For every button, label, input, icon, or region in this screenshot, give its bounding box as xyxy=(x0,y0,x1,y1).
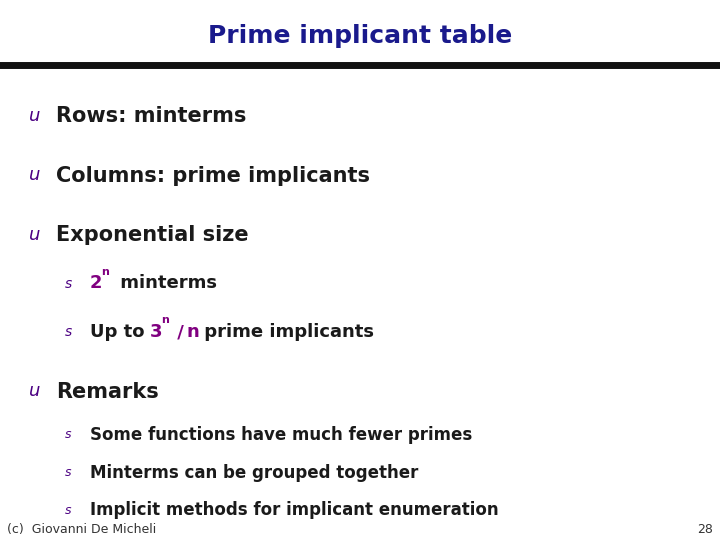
Text: n: n xyxy=(102,267,109,276)
Text: Rows: minterms: Rows: minterms xyxy=(56,106,246,126)
Text: s: s xyxy=(65,276,72,291)
Text: Exponential size: Exponential size xyxy=(56,225,249,245)
Text: Minterms can be grouped together: Minterms can be grouped together xyxy=(90,463,418,482)
Text: n: n xyxy=(161,315,169,325)
Text: n: n xyxy=(186,323,199,341)
Text: u: u xyxy=(29,166,40,185)
Text: prime implicants: prime implicants xyxy=(198,323,374,341)
Text: u: u xyxy=(29,226,40,244)
Text: s: s xyxy=(65,325,72,339)
Text: 28: 28 xyxy=(697,523,713,536)
Text: Remarks: Remarks xyxy=(56,381,159,402)
Text: 2: 2 xyxy=(90,274,102,293)
Text: Implicit methods for implicant enumeration: Implicit methods for implicant enumerati… xyxy=(90,501,499,519)
Text: s: s xyxy=(65,504,71,517)
Text: /: / xyxy=(171,323,190,341)
Text: u: u xyxy=(29,382,40,401)
Text: minterms: minterms xyxy=(114,274,217,293)
Text: Prime implicant table: Prime implicant table xyxy=(208,24,512,48)
Text: Up to: Up to xyxy=(90,323,150,341)
Text: s: s xyxy=(65,466,71,479)
Text: s: s xyxy=(65,428,71,441)
Text: (c)  Giovanni De Micheli: (c) Giovanni De Micheli xyxy=(7,523,156,536)
Text: Some functions have much fewer primes: Some functions have much fewer primes xyxy=(90,426,472,444)
Text: Columns: prime implicants: Columns: prime implicants xyxy=(56,165,370,186)
Text: 3: 3 xyxy=(150,323,162,341)
Text: u: u xyxy=(29,107,40,125)
